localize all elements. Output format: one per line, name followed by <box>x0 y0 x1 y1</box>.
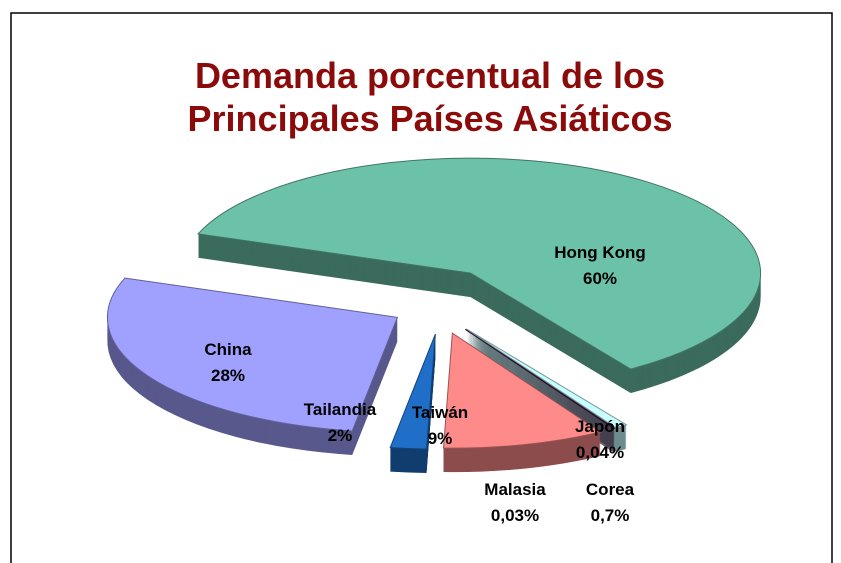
slice <box>465 328 616 429</box>
label-name: Malasia <box>484 480 546 499</box>
data-label: China 28% <box>204 340 252 385</box>
pie-slice <box>106 277 399 455</box>
slice-side <box>465 337 615 437</box>
slice-side <box>465 332 614 432</box>
slice-side <box>465 331 614 431</box>
slice <box>197 157 762 370</box>
slice-side <box>465 341 615 441</box>
slice <box>466 328 628 429</box>
chart-title: Demanda porcentual de los <box>195 55 665 96</box>
slice-side <box>465 337 614 437</box>
slice-side <box>465 336 615 436</box>
data-label: Japón 0,04% <box>575 417 625 462</box>
slice-side <box>465 330 614 430</box>
data-label: Corea 0,7% <box>586 480 635 525</box>
label-name: Tailandia <box>304 400 377 419</box>
label-value: 9% <box>428 429 453 448</box>
slice-side <box>465 332 615 432</box>
label-value: 0,04% <box>576 443 624 462</box>
label-name: China <box>204 340 252 359</box>
slice <box>389 333 436 450</box>
label-value: 60% <box>583 269 617 288</box>
slice-side <box>465 333 614 433</box>
slice-side <box>465 340 615 440</box>
slice-side <box>465 336 614 436</box>
label-name: Japón <box>575 417 625 436</box>
slice <box>442 332 602 449</box>
slice-side <box>465 335 614 435</box>
slice-side <box>465 340 614 440</box>
slice <box>106 277 399 432</box>
label-name: Hong Kong <box>554 243 646 262</box>
slice-side <box>465 334 615 434</box>
pie-slice <box>389 333 436 473</box>
label-value: 0,03% <box>491 506 539 525</box>
slice-side <box>465 331 615 431</box>
chart-title: Principales Países Asiáticos <box>188 98 673 139</box>
label-value: 28% <box>211 366 245 385</box>
slice-side <box>465 338 614 438</box>
slice-side <box>465 338 615 438</box>
data-label: Tailandia 2% <box>304 400 377 445</box>
data-label: Malasia 0,03% <box>484 480 546 525</box>
slice-side <box>465 335 615 435</box>
pie-slice <box>197 157 762 394</box>
label-value: 0,7% <box>591 506 630 525</box>
data-label: Taiwán 9% <box>412 403 468 448</box>
label-name: Taiwán <box>412 403 468 422</box>
slice-side <box>465 333 615 433</box>
label-name: Corea <box>586 480 635 499</box>
label-value: 2% <box>328 426 353 445</box>
slice-side <box>465 339 614 439</box>
data-label: Hong Kong 60% <box>554 243 646 288</box>
pie-slice <box>442 332 602 473</box>
chart-frame <box>10 12 833 563</box>
slice-side <box>465 339 615 439</box>
slice-side <box>465 334 614 434</box>
